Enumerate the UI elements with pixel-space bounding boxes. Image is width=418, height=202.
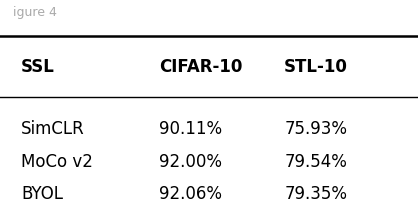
Text: 92.06%: 92.06% <box>159 185 222 202</box>
Text: 79.54%: 79.54% <box>284 153 347 171</box>
Text: SimCLR: SimCLR <box>21 120 85 138</box>
Text: 79.35%: 79.35% <box>284 185 347 202</box>
Text: STL-10: STL-10 <box>284 58 348 76</box>
Text: MoCo v2: MoCo v2 <box>21 153 93 171</box>
Text: igure 4: igure 4 <box>13 6 56 19</box>
Text: BYOL: BYOL <box>21 185 63 202</box>
Text: SSL: SSL <box>21 58 55 76</box>
Text: 90.11%: 90.11% <box>159 120 222 138</box>
Text: 92.00%: 92.00% <box>159 153 222 171</box>
Text: CIFAR-10: CIFAR-10 <box>159 58 242 76</box>
Text: 75.93%: 75.93% <box>284 120 347 138</box>
